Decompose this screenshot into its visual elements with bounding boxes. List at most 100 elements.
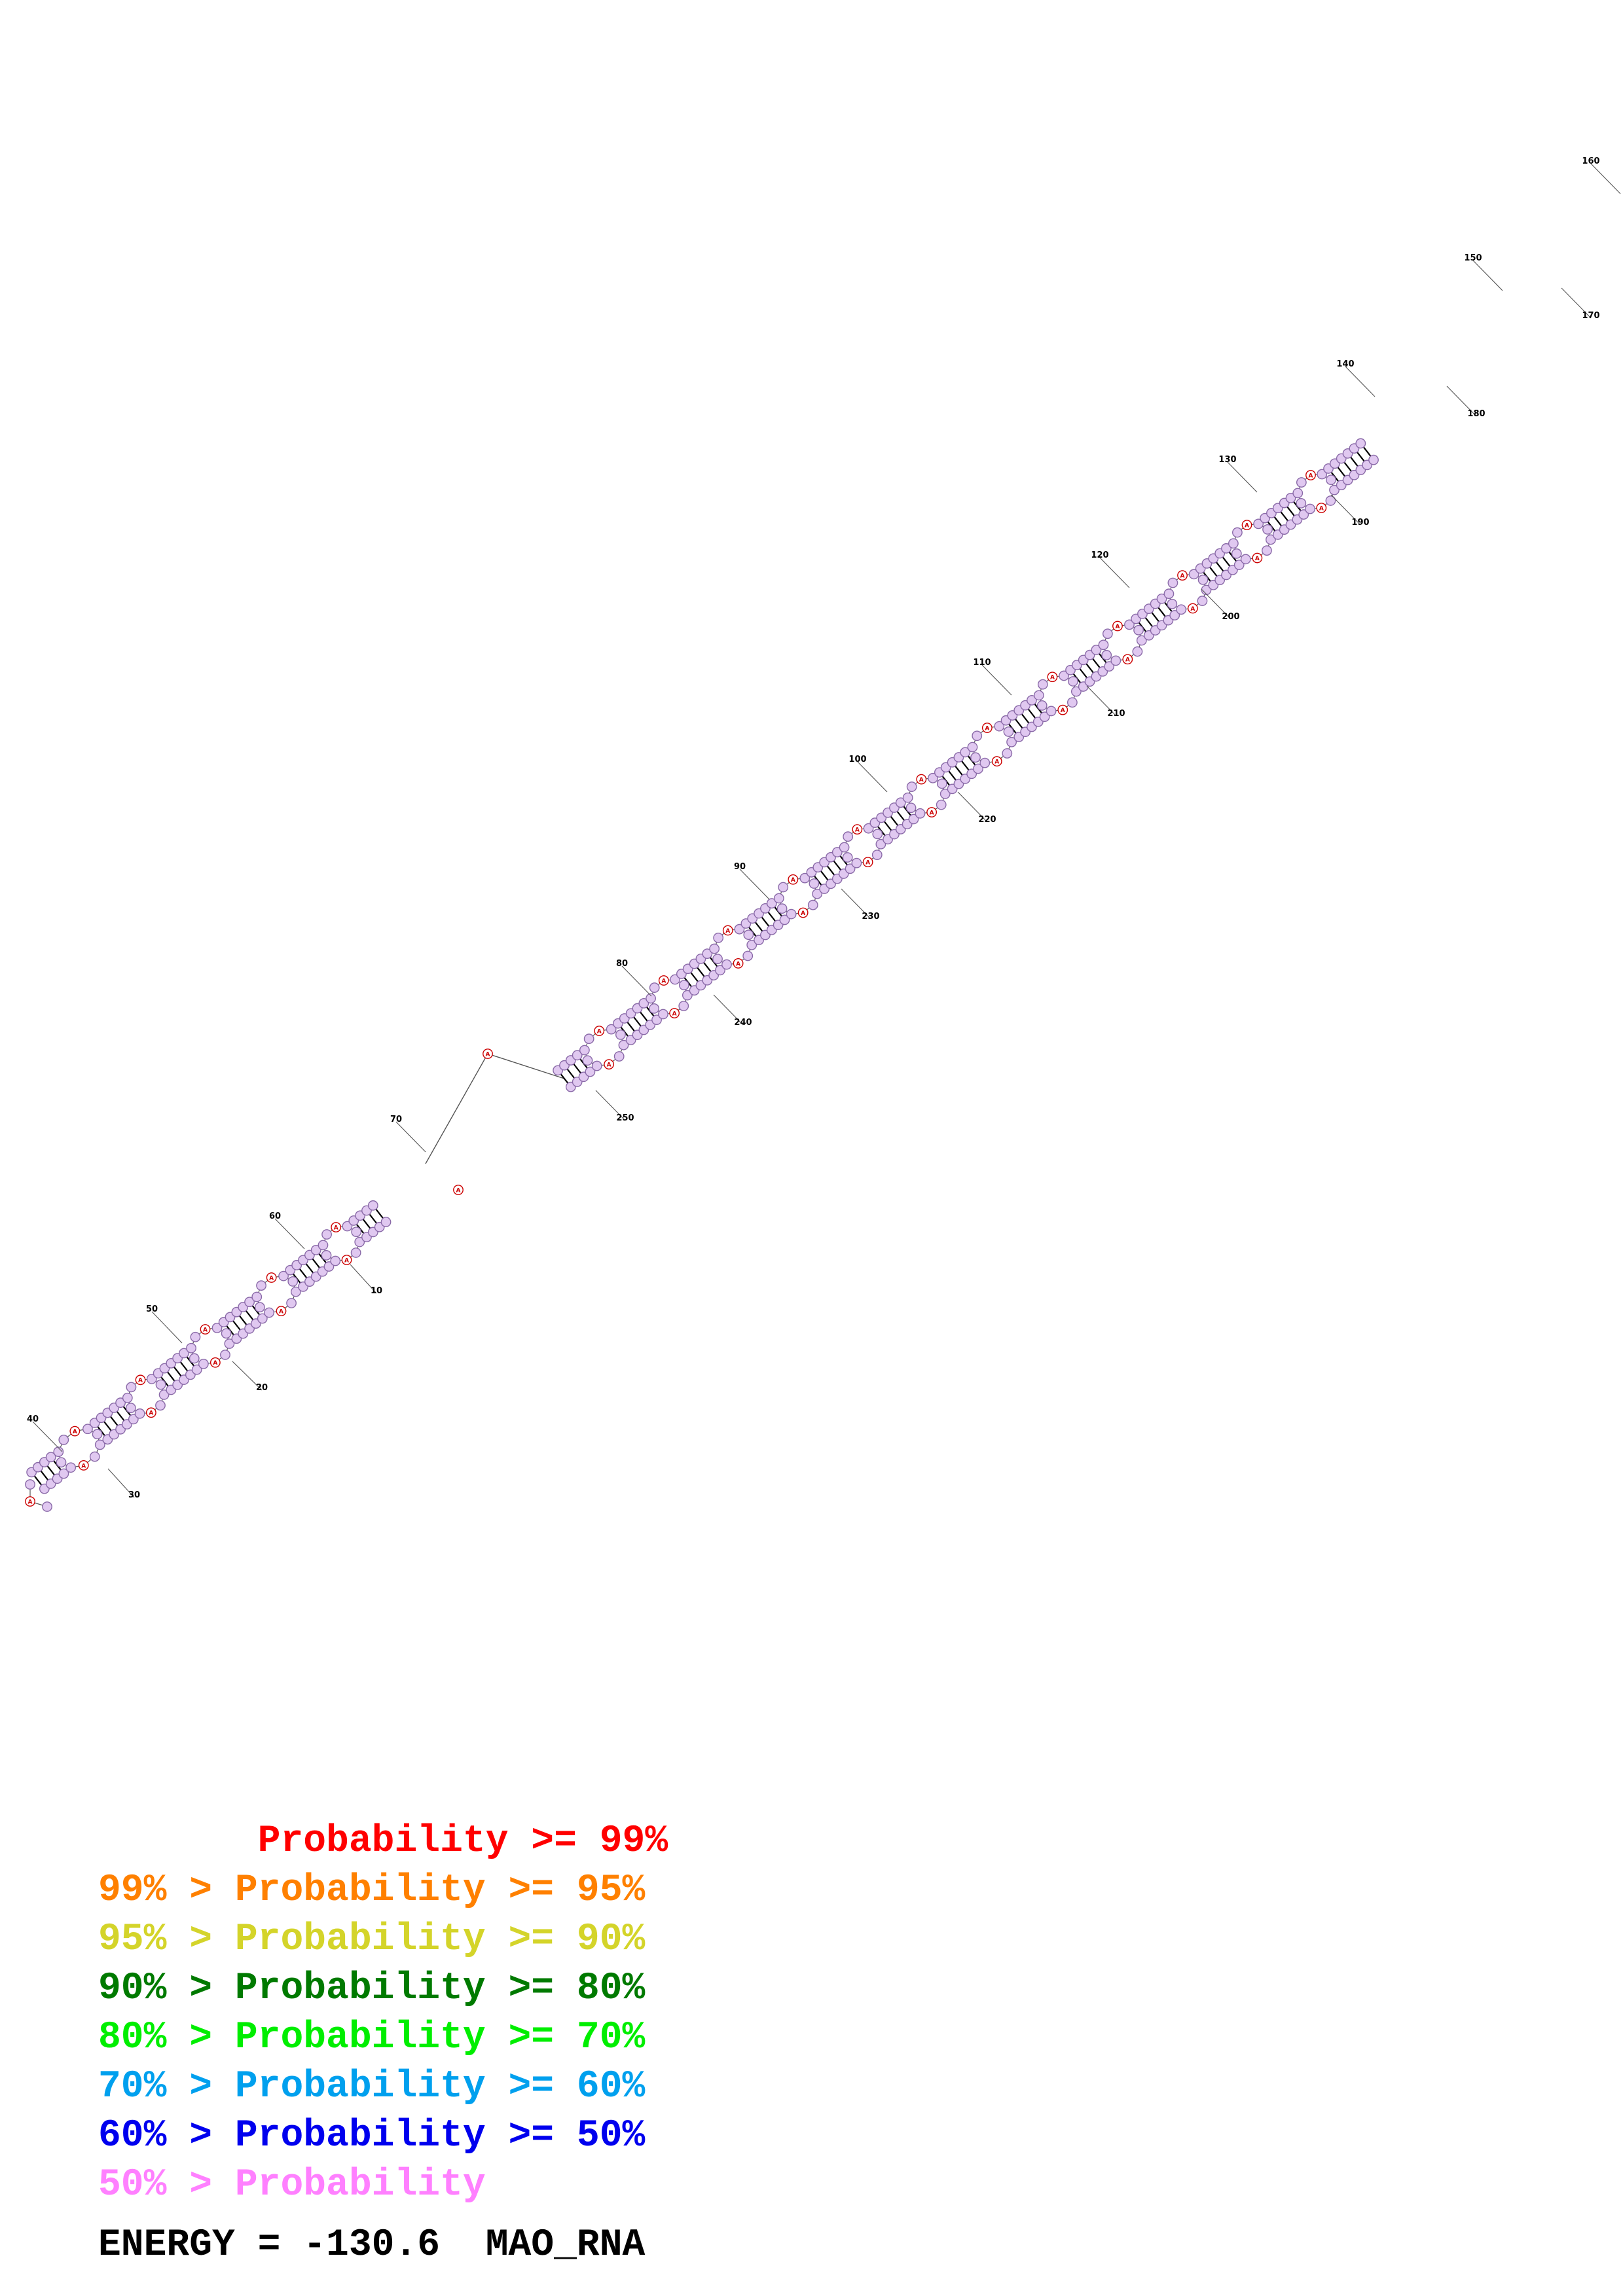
- legend-line-prob-60-70: 70% > Probability >= 60%: [98, 2066, 646, 2108]
- position-label-80: 80: [616, 959, 628, 969]
- paired-nucleotide: [1027, 695, 1037, 706]
- paired-nucleotide: [1292, 488, 1304, 499]
- unpaired-nucleotide: A: [210, 1357, 221, 1368]
- position-label-20: 20: [256, 1383, 268, 1393]
- position-leader-line: [1472, 260, 1503, 291]
- unpaired-nucleotide: A: [483, 1049, 493, 1059]
- paired-nucleotide: [179, 1348, 189, 1359]
- paired-nucleotide: [1201, 584, 1212, 596]
- paired-nucleotide: [1298, 509, 1309, 520]
- paired-nucleotide: [615, 1029, 626, 1040]
- energy-label: ENERGY = -130.6 MAO_RNA: [98, 2224, 646, 2267]
- paired-nucleotide: [973, 763, 983, 774]
- unpaired-nucleotide: A: [852, 824, 863, 835]
- unpaired-nucleotide: A: [200, 1324, 211, 1335]
- paired-nucleotide: [649, 982, 660, 993]
- paired-nucleotide: [92, 1429, 103, 1440]
- position-label-150: 150: [1464, 253, 1482, 263]
- paired-nucleotide: [1124, 619, 1135, 630]
- svg-text:A: A: [597, 1028, 602, 1035]
- paired-nucleotide: [613, 1051, 625, 1062]
- position-leader-line: [350, 1264, 377, 1294]
- svg-text:A: A: [486, 1051, 490, 1058]
- unpaired-nucleotide: A: [1177, 570, 1188, 581]
- paired-nucleotide: [842, 852, 853, 863]
- paired-nucleotide: [895, 797, 906, 808]
- unpaired-nucleotide: A: [862, 857, 873, 868]
- paired-nucleotide: [134, 1408, 145, 1419]
- position-label-70: 70: [390, 1115, 402, 1124]
- paired-nucleotide: [713, 933, 724, 943]
- paired-nucleotide: [906, 781, 917, 792]
- position-label-110: 110: [973, 658, 991, 668]
- paired-nucleotide: [1167, 577, 1178, 588]
- paired-nucleotide: [1037, 679, 1048, 690]
- paired-nucleotide: [1176, 604, 1187, 615]
- paired-nucleotide: [1132, 646, 1143, 657]
- paired-nucleotide: [1296, 477, 1307, 488]
- paired-nucleotide: [1167, 598, 1178, 609]
- paired-nucleotide: [1266, 534, 1276, 545]
- unpaired-nucleotide: A: [145, 1407, 156, 1418]
- position-label-240: 240: [734, 1018, 752, 1028]
- paired-nucleotide: [1102, 628, 1113, 639]
- paired-nucleotide: [1325, 495, 1336, 506]
- paired-nucleotide: [1262, 524, 1273, 535]
- paired-nucleotide: [321, 1229, 332, 1240]
- position-label-10: 10: [371, 1286, 382, 1296]
- position-leader-line: [1561, 287, 1592, 319]
- unpaired-nucleotide: A: [1241, 520, 1252, 531]
- paired-nucleotide: [831, 847, 843, 857]
- unpaired-nucleotide: A: [266, 1272, 277, 1283]
- paired-nucleotide: [743, 929, 754, 941]
- unpaired-nucleotide: A: [1112, 620, 1123, 632]
- paired-nucleotide: [1033, 690, 1044, 701]
- paired-nucleotide: [678, 980, 689, 991]
- paired-nucleotide: [318, 1240, 329, 1251]
- unpaired-nucleotide: A: [1316, 503, 1327, 513]
- paired-nucleotide: [807, 899, 818, 910]
- svg-text:A: A: [1115, 624, 1120, 630]
- position-label-190: 190: [1351, 518, 1369, 528]
- paired-nucleotide: [579, 1045, 590, 1056]
- paired-nucleotide: [367, 1200, 378, 1211]
- unpaired-nucleotide: A: [916, 774, 927, 785]
- paired-nucleotide: [936, 799, 947, 810]
- unpaired-nucleotide: A: [1187, 603, 1198, 614]
- paired-nucleotide: [1221, 543, 1231, 554]
- paired-nucleotide: [42, 1501, 52, 1512]
- unpaired-nucleotide: A: [604, 1059, 615, 1070]
- unpaired-nucleotide: A: [69, 1426, 81, 1437]
- paired-nucleotide: [845, 863, 856, 874]
- position-label-100: 100: [848, 755, 866, 764]
- paired-nucleotide: [1228, 538, 1239, 549]
- paired-nucleotide: [778, 882, 789, 893]
- paired-nucleotide: [94, 1439, 105, 1450]
- paired-nucleotide: [287, 1276, 299, 1287]
- paired-nucleotide: [286, 1298, 297, 1308]
- paired-nucleotide: [1068, 676, 1078, 687]
- paired-nucleotide: [1169, 610, 1180, 620]
- unpaired-nucleotide: A: [658, 975, 669, 986]
- position-leader-line: [981, 664, 1012, 696]
- position-leader-line: [274, 1218, 305, 1249]
- paired-nucleotide: [1110, 655, 1122, 666]
- paired-nucleotide: [1039, 711, 1050, 723]
- unpaired-nucleotide: A: [1047, 672, 1058, 683]
- legend-line-prob-ge-99: Probability >= 99%: [98, 1820, 668, 1863]
- paired-nucleotide: [323, 1261, 335, 1272]
- unpaired-nucleotide: A: [594, 1026, 605, 1036]
- paired-nucleotide: [186, 1342, 196, 1354]
- unpaired-nucleotide: A: [341, 1255, 352, 1265]
- svg-text:A: A: [149, 1410, 153, 1417]
- legend-line-prob-90-95: 95% > Probability >= 90%: [98, 1918, 646, 1961]
- paired-nucleotide: [25, 1479, 35, 1490]
- paired-nucleotide: [89, 1451, 100, 1462]
- paired-nucleotide: [155, 1400, 166, 1411]
- paired-nucleotide: [254, 1302, 265, 1313]
- paired-nucleotide: [618, 1039, 629, 1050]
- paired-nucleotide: [1317, 469, 1328, 480]
- unpaired-nucleotide: A: [981, 723, 993, 733]
- position-leader-line: [1345, 366, 1376, 397]
- position-label-layer: 10 20 30 40 50 60 70 80 90 100 110 120 130 140 150 160 1…: [27, 156, 1621, 1500]
